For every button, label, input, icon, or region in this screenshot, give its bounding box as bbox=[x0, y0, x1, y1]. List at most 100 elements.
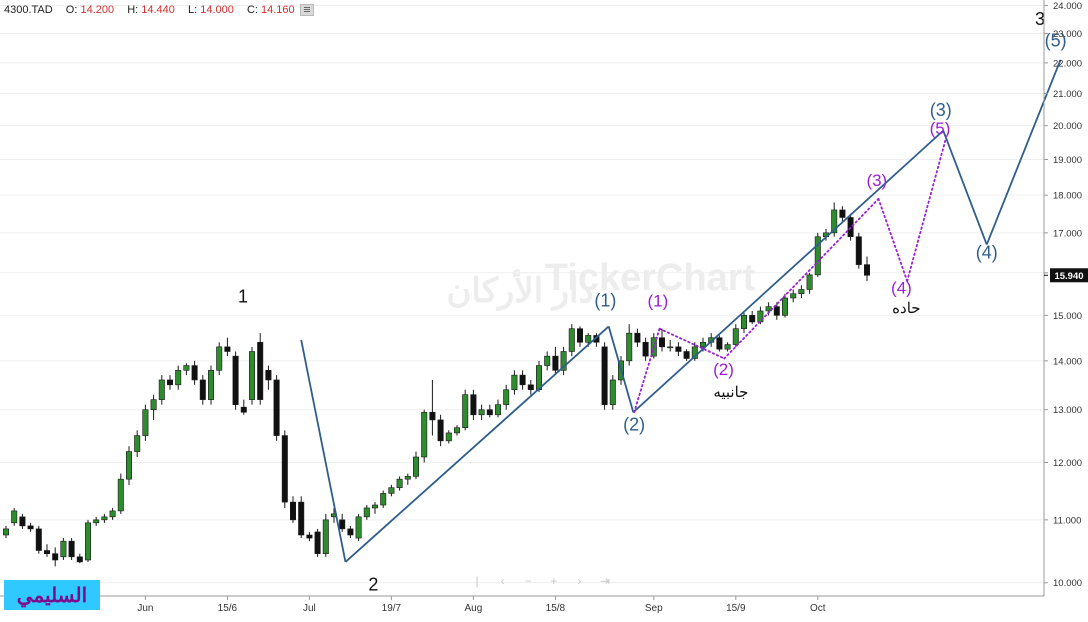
candle bbox=[257, 333, 264, 405]
candle-body-down bbox=[429, 411, 436, 421]
candle bbox=[232, 351, 239, 410]
x-tick-label: Sep bbox=[645, 603, 663, 614]
candle bbox=[781, 293, 788, 318]
candle-body-down bbox=[191, 365, 198, 381]
candle-body-down bbox=[257, 341, 264, 400]
candle-body-up bbox=[208, 370, 215, 400]
high-value: 14.440 bbox=[141, 4, 175, 16]
candle bbox=[314, 528, 321, 557]
zoom-out-icon[interactable]: − bbox=[524, 574, 532, 588]
candle bbox=[445, 430, 452, 444]
x-tick-label: 15/9 bbox=[726, 603, 746, 614]
candle bbox=[626, 324, 633, 366]
chart-navigation: | ‹ − + › ⇥ bbox=[468, 574, 614, 588]
header-menu-icon[interactable] bbox=[299, 4, 314, 17]
candle bbox=[175, 365, 182, 390]
candle-body-down bbox=[683, 351, 690, 359]
candle-body-down bbox=[298, 501, 305, 536]
candle bbox=[790, 289, 797, 303]
candle bbox=[224, 337, 231, 357]
candle-body-down bbox=[527, 384, 534, 391]
major-wave-line bbox=[985, 59, 1062, 245]
candle bbox=[35, 525, 42, 554]
candle bbox=[183, 363, 190, 376]
candle bbox=[11, 507, 18, 526]
last-page-icon[interactable]: ⇥ bbox=[599, 574, 610, 588]
candle-body-up bbox=[585, 335, 592, 343]
candle bbox=[855, 232, 862, 269]
candle-body-down bbox=[773, 306, 780, 316]
wave-labels: 1 2 3 (1) (2) (3) (4) (5) (1) (2) (3) (4) (5) جانبيه ح… bbox=[238, 9, 1067, 595]
candle-body-up bbox=[462, 394, 469, 428]
candle-body-up bbox=[831, 209, 838, 234]
candle-body-down bbox=[839, 209, 846, 218]
candle bbox=[437, 414, 444, 447]
candle-body-down bbox=[199, 379, 206, 400]
candle bbox=[831, 202, 838, 237]
scroll-right-icon[interactable]: › bbox=[577, 574, 582, 588]
high-label: H: bbox=[127, 4, 139, 16]
candle-body-down bbox=[306, 534, 313, 539]
wave-label-blue: (5) bbox=[1045, 31, 1067, 51]
candle-body-down bbox=[675, 346, 682, 352]
y-tick-label: 12.000 bbox=[1053, 458, 1082, 469]
candle bbox=[683, 349, 690, 361]
candle bbox=[527, 379, 534, 395]
candle bbox=[396, 476, 403, 491]
candle bbox=[76, 553, 83, 564]
candle-body-down bbox=[470, 394, 477, 416]
candle bbox=[306, 531, 313, 542]
candle bbox=[453, 425, 460, 436]
candle bbox=[249, 346, 256, 405]
candle-body-up bbox=[216, 346, 223, 371]
candle-body-down bbox=[76, 556, 83, 563]
candle-body-down bbox=[339, 519, 346, 530]
first-page-icon[interactable]: | bbox=[475, 574, 479, 588]
y-tick-label: 23.000 bbox=[1053, 29, 1082, 40]
y-tick-label: 10.000 bbox=[1053, 578, 1082, 589]
candle bbox=[371, 502, 378, 514]
candle-body-down bbox=[716, 337, 723, 350]
y-tick-label: 18.000 bbox=[1053, 191, 1082, 202]
candle-body-down bbox=[749, 315, 756, 323]
candle-body-down bbox=[855, 236, 862, 265]
candle bbox=[675, 342, 682, 357]
candle bbox=[27, 522, 34, 532]
watermark-text: TickerChart bbox=[545, 257, 756, 299]
candle bbox=[544, 351, 551, 371]
zoom-in-icon[interactable]: + bbox=[550, 574, 558, 588]
candle-body-down bbox=[224, 346, 231, 352]
candle-body-up bbox=[2, 528, 10, 536]
candle bbox=[863, 256, 870, 282]
wave-label-black: 2 bbox=[368, 575, 378, 595]
candle bbox=[404, 473, 411, 485]
candle bbox=[265, 365, 272, 390]
candle-body-up bbox=[445, 432, 452, 442]
candle-body-up bbox=[388, 487, 395, 494]
candle-body-down bbox=[265, 370, 272, 381]
y-tick-label: 13.000 bbox=[1053, 405, 1082, 416]
scroll-left-icon[interactable]: ‹ bbox=[500, 574, 505, 588]
candle-body-up bbox=[126, 451, 133, 480]
candle bbox=[273, 375, 280, 441]
candle bbox=[634, 328, 641, 347]
candle-body-down bbox=[240, 406, 247, 413]
close-label: C: bbox=[246, 4, 258, 16]
candle-body-down bbox=[634, 332, 641, 343]
candle bbox=[658, 328, 665, 352]
candle-body-down bbox=[19, 516, 26, 527]
watermark-arabic-text: دار الأركان bbox=[446, 269, 593, 311]
candle-body-down bbox=[27, 525, 34, 530]
wave-label-arabic: حاده bbox=[892, 300, 920, 317]
minor-wave-line bbox=[877, 197, 909, 282]
candle bbox=[740, 310, 747, 334]
candle-body-up bbox=[355, 516, 362, 539]
candle-body-up bbox=[11, 510, 18, 524]
candle bbox=[347, 525, 354, 539]
candle bbox=[576, 326, 583, 347]
y-tick-label: 17.000 bbox=[1053, 228, 1082, 239]
candle-body-up bbox=[363, 507, 370, 518]
candle-body-down bbox=[35, 528, 42, 551]
